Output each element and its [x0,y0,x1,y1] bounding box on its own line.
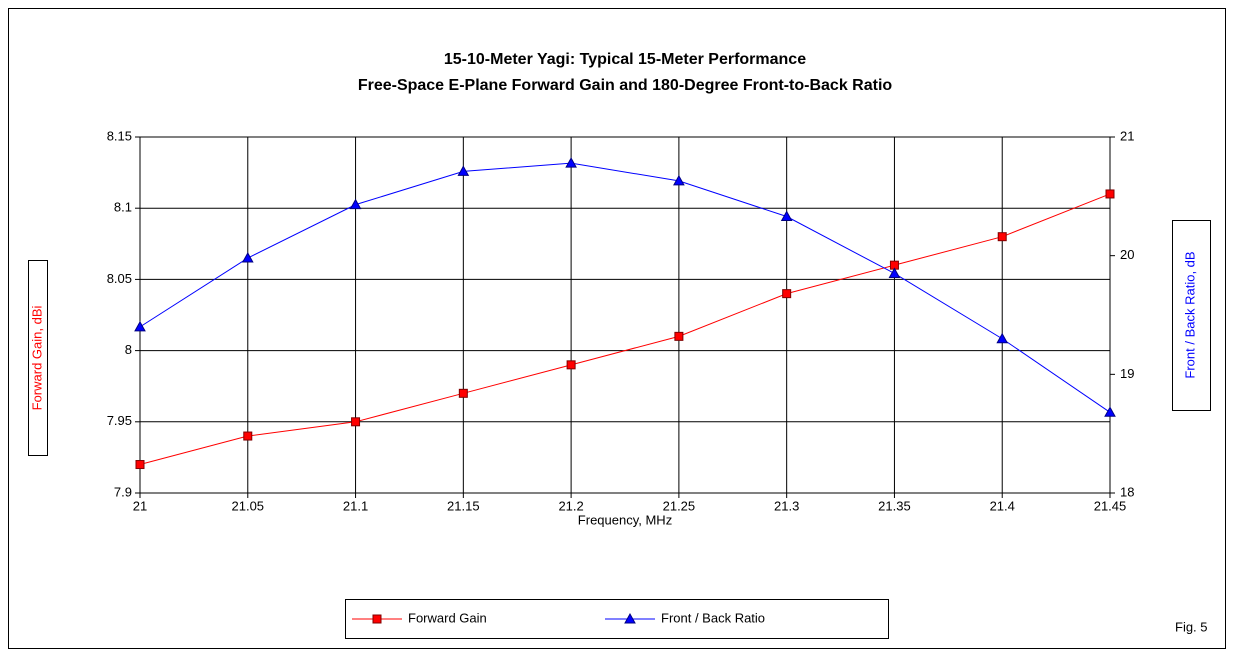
y-axis-label-box [28,260,48,456]
marker [351,417,361,427]
marker [458,388,468,398]
legend-label: Front / Back Ratio [661,610,765,625]
x-tick-label: 21.25 [663,498,696,513]
x-tick-label: 21.35 [878,498,911,513]
marker [888,267,901,278]
x-tick-label: 21.1 [343,498,368,513]
series-line [139,162,1111,413]
series-line [139,193,1111,466]
marker [780,210,793,222]
legend-label: Forward Gain [408,610,487,625]
marker [349,198,362,210]
y-tick-label: 8.05 [107,271,132,286]
marker [241,252,254,263]
marker [1104,406,1116,417]
chart-subtitle: Free-Space E-Plane Forward Gain and 180-… [358,77,893,94]
legend-marker [624,612,636,624]
y-tick-label: 8.15 [107,128,132,143]
x-tick-label: 21.15 [447,498,480,513]
x-tick-label: 21.45 [1094,498,1127,513]
x-tick-label: 21.2 [558,498,583,513]
marker [243,431,253,441]
y-tick-label: 7.9 [114,484,132,499]
y-axis-label: Forward Gain, dBi [29,306,44,411]
x-tick-label: 21 [133,498,147,513]
y-tick-label: 8.1 [114,200,132,215]
marker [457,165,470,176]
marker [134,320,146,332]
legend-marker [372,614,382,624]
y-tick-label: 8 [125,342,132,357]
annotation: Fig. 5 [1175,619,1208,634]
x-tick-label: 21.3 [774,498,799,513]
x-tick-label: 21.4 [990,498,1015,513]
marker [1105,189,1115,199]
y2-axis-label: Front / Back Ratio, dB [1182,251,1197,378]
marker [566,360,576,370]
y2-tick-label: 18 [1120,484,1134,499]
marker [997,232,1007,242]
marker [782,289,792,299]
chart-title: 15-10-Meter Yagi: Typical 15-Meter Perfo… [444,51,806,68]
y2-tick-label: 19 [1120,366,1134,381]
y2-axis-label-box [1172,220,1211,411]
plot-frame [139,136,1111,494]
x-tick-label: 21.05 [232,498,265,513]
marker [996,332,1009,344]
x-axis-label: Frequency, MHz [578,512,672,527]
y2-tick-label: 20 [1120,247,1134,262]
marker [673,174,685,186]
marker [565,157,577,168]
marker [674,331,684,341]
plot-area [140,137,1110,493]
y-tick-label: 7.95 [107,413,132,428]
y2-tick-label: 21 [1120,128,1134,143]
marker [135,460,145,470]
